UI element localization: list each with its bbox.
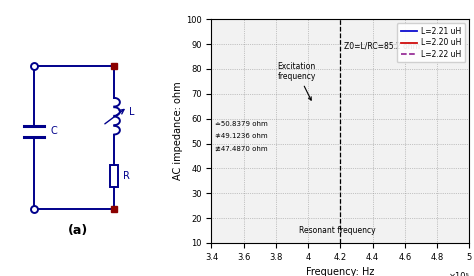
L=2.22 uH: [461, 249, 467, 252]
L=2.20 uH: [461, 249, 467, 252]
L=2.20 uH: [253, 253, 259, 257]
L=2.22 uH: [209, 254, 214, 258]
L=2.20 uH: [319, 252, 324, 255]
L=2.20 uH: [238, 254, 244, 257]
L=2.22 uH: [319, 252, 324, 255]
L=2.21 uH: [209, 254, 214, 258]
L=2.21 uH: [461, 249, 467, 252]
L=2.21 uH: [466, 249, 472, 252]
L=2.22 uH: [308, 252, 313, 255]
Text: Resonant frequency: Resonant frequency: [299, 226, 375, 235]
Text: Z0=L/RC=85.2 ohm: Z0=L/RC=85.2 ohm: [344, 42, 419, 51]
L=2.21 uH: [238, 254, 244, 257]
Bar: [110, 164, 118, 187]
L=2.20 uH: [434, 249, 439, 253]
L=2.21 uH: [434, 249, 439, 253]
L=2.20 uH: [209, 254, 214, 258]
L=2.22 uH: [253, 253, 259, 256]
L=2.22 uH: [434, 249, 439, 253]
L=2.21 uH: [308, 252, 313, 255]
X-axis label: Frequency: Hz: Frequency: Hz: [306, 267, 374, 276]
Text: L: L: [129, 107, 135, 118]
Text: C: C: [50, 126, 57, 136]
Text: Excitation
frequency: Excitation frequency: [278, 62, 316, 100]
Text: ×10⁵: ×10⁵: [448, 272, 469, 276]
L=2.20 uH: [308, 252, 313, 256]
Y-axis label: AC impedance: ohm: AC impedance: ohm: [173, 82, 183, 181]
Text: (a): (a): [68, 224, 88, 237]
Text: ≉49.1236 ohm: ≉49.1236 ohm: [215, 133, 267, 139]
Legend: L=2.21 uH, L=2.20 uH, L=2.22 uH: L=2.21 uH, L=2.20 uH, L=2.22 uH: [397, 23, 465, 62]
L=2.20 uH: [466, 249, 472, 252]
Text: ≐50.8379 ohm: ≐50.8379 ohm: [215, 121, 267, 127]
Line: L=2.21 uH: L=2.21 uH: [211, 250, 469, 256]
Line: L=2.20 uH: L=2.20 uH: [211, 250, 469, 256]
L=2.21 uH: [253, 253, 259, 257]
L=2.22 uH: [466, 248, 472, 252]
L=2.21 uH: [319, 252, 324, 255]
L=2.22 uH: [238, 254, 244, 257]
Text: ≇47.4870 ohm: ≇47.4870 ohm: [215, 145, 267, 152]
Line: L=2.22 uH: L=2.22 uH: [211, 250, 469, 256]
Text: R: R: [123, 171, 130, 181]
